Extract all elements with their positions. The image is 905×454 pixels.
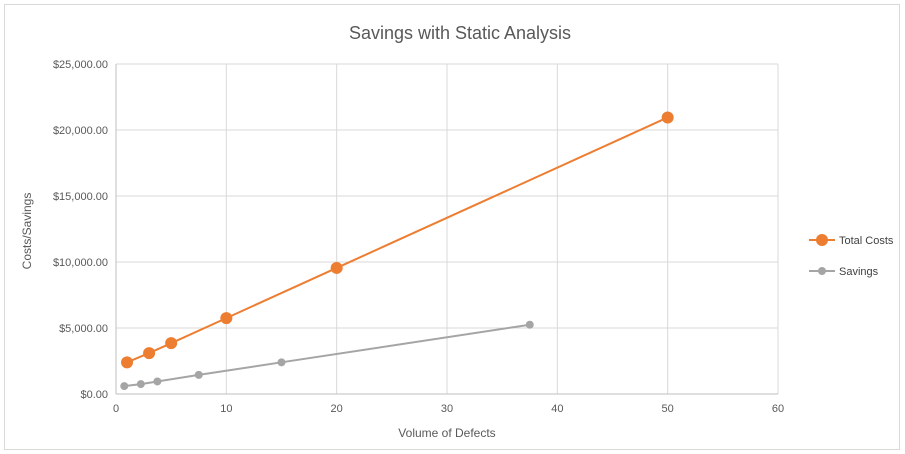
data-point	[525, 320, 534, 329]
legend-marker	[816, 234, 828, 246]
x-tick-label: 60	[772, 403, 784, 415]
x-tick-label: 20	[331, 403, 343, 415]
y-tick-label: $10,000.00	[53, 257, 108, 269]
gridlines	[116, 63, 779, 394]
x-axis-label: Volume of Defects	[398, 426, 495, 440]
legend-label: Total Costs	[839, 235, 894, 247]
y-tick-label: $15,000.00	[53, 191, 108, 203]
line-chart: Savings with Static Analysis $0.00 $5,000…	[20, 23, 894, 440]
x-tick-label: 10	[220, 403, 232, 415]
data-point	[220, 312, 233, 325]
y-axis-label: Costs/Savings	[20, 193, 34, 270]
data-point	[277, 358, 286, 367]
y-tick-label: $20,000.00	[53, 125, 108, 137]
chart-title: Savings with Static Analysis	[349, 23, 571, 43]
data-point	[661, 111, 674, 124]
series-savings	[120, 320, 534, 391]
y-tick-label: $0.00	[80, 389, 108, 401]
x-axis-ticks: 0 10 20 30 40 50 60	[113, 403, 784, 415]
data-point	[136, 380, 145, 389]
series-line	[124, 323, 530, 388]
data-point	[120, 382, 129, 391]
legend-entry: Total Costs	[809, 234, 894, 247]
x-tick-label: 0	[113, 403, 119, 415]
x-tick-label: 30	[441, 403, 453, 415]
y-axis-ticks: $0.00 $5,000.00 $10,000.00 $15,000.00 $20,00…	[53, 59, 108, 401]
data-point	[194, 370, 203, 379]
data-point	[121, 356, 134, 369]
data-point	[143, 347, 156, 360]
x-tick-label: 50	[662, 403, 674, 415]
y-tick-label: $25,000.00	[53, 59, 108, 71]
chart-frame: Savings with Static Analysis $0.00 $5,000…	[4, 4, 900, 450]
legend-marker	[818, 267, 826, 275]
y-tick-label: $5,000.00	[59, 323, 108, 335]
legend: Total Costs Savings	[809, 234, 894, 278]
x-tick-label: 40	[551, 403, 563, 415]
data-point	[165, 337, 178, 350]
data-point	[153, 377, 162, 386]
legend-entry: Savings	[809, 266, 879, 278]
axes	[115, 64, 778, 395]
series-total-costs	[121, 111, 674, 369]
data-point	[330, 261, 343, 274]
series-layer	[120, 111, 674, 391]
legend-label: Savings	[839, 266, 879, 278]
series-line	[126, 116, 669, 364]
